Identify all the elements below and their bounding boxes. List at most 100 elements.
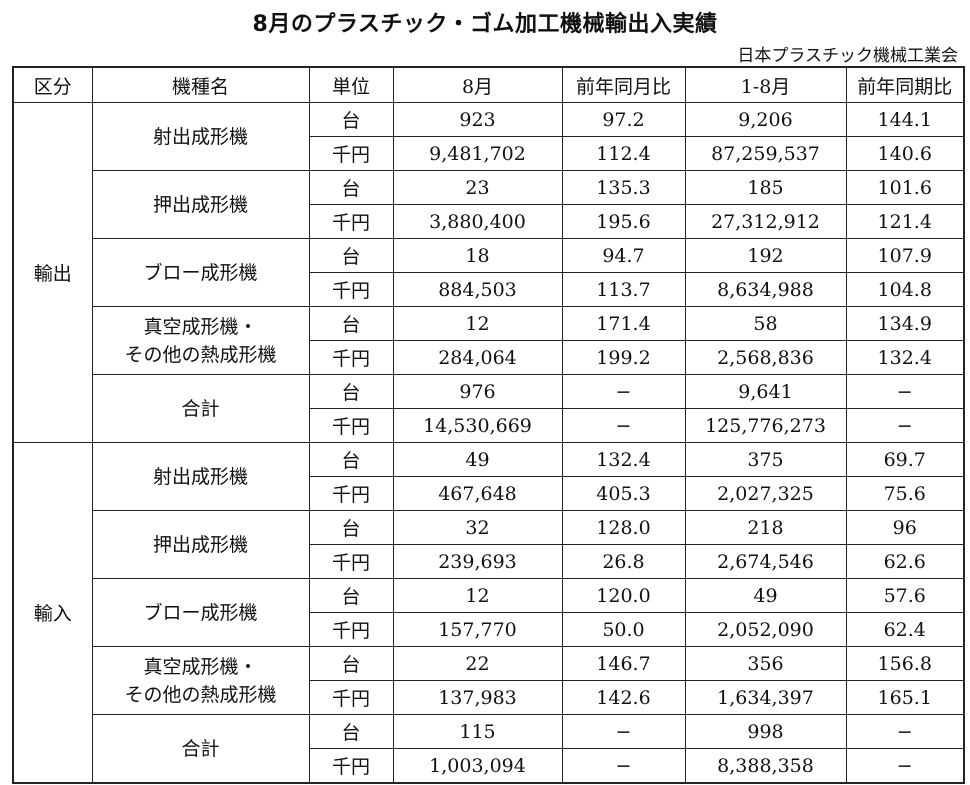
unit-cell: 台 [308,238,394,273]
yoy-ratio-cell: 140.6 [845,136,965,171]
machine-type-line: ブロー成形機 [143,601,258,624]
table-row: ブロー成形機 台 18 94.7 192 107.9 [13,238,965,307]
unit-cell: 千円 [308,204,394,239]
ytd-value-cell: 125,776,273 [684,408,847,443]
month-value-cell: 18 [392,238,563,273]
machine-type-line: ブロー成形機 [143,261,258,284]
ytd-value-cell: 8,388,358 [684,748,847,784]
unit-cell: 千円 [308,272,394,307]
ytd-value-cell: 218 [684,510,847,545]
yoy-ratio-cell: 69.7 [845,442,965,477]
yoy-ratio-cell: 121.4 [845,204,965,239]
month-value-cell: 923 [392,102,563,137]
month-value-cell: 14,530,669 [392,408,563,443]
table-row: 輸出 射出成形機台 923 97.2 9,206 144.1 [12,102,965,443]
table-row: 合計台 976−9,641− [13,374,965,443]
machine-type-cell: 合計 [91,714,310,784]
unit-cell: 千円 [308,136,394,171]
mom-ratio-cell: 135.3 [561,170,686,205]
yoy-ratio-cell: 75.6 [845,476,965,511]
machine-type-line: 合計 [181,737,220,760]
month-value-cell: 49 [392,442,563,477]
machine-type-cell: 合計 [91,374,310,443]
ytd-value-cell: 2,568,836 [684,340,847,375]
ytd-value-cell: 185 [684,170,847,205]
col-header-category: 区分 [12,66,93,103]
mom-ratio-cell: − [561,748,686,784]
col-header-ytd: 1-8月 [684,66,847,103]
yoy-ratio-cell: 165.1 [845,680,965,715]
yoy-ratio-cell: − [845,408,965,443]
table-row: ブロー成形機 台 12 120.0 49 57.6 [13,578,965,647]
unit-cell: 台 [308,306,394,341]
col-header-unit: 単位 [308,66,394,103]
mom-ratio-cell: 405.3 [561,476,686,511]
unit-cell: 台 [308,510,394,545]
ytd-value-cell: 8,634,988 [684,272,847,307]
header-row: 区分 機種名 単位 8月 前年同月比 1-8月 前年同期比 [12,66,965,103]
unit-cell: 千円 [308,340,394,375]
ytd-value-cell: 1,634,397 [684,680,847,715]
machine-type-cell: ブロー成形機 [91,238,310,307]
month-value-cell: 12 [392,306,563,341]
ytd-value-cell: 87,259,537 [684,136,847,171]
table-row: 千円 884,503 113.7 8,634,988 104.8 [13,272,965,307]
yoy-ratio-cell: − [845,374,965,409]
yoy-ratio-cell: − [845,714,965,749]
mom-ratio-cell: 132.4 [561,442,686,477]
machine-type-cell: 押出成形機 [91,170,310,239]
unit-cell: 千円 [308,408,394,443]
trade-table: 区分 機種名 単位 8月 前年同月比 1-8月 前年同期比 輸出 射出成形機台 92… [12,66,965,784]
yoy-ratio-cell: 101.6 [845,170,965,205]
unit-cell: 台 [308,442,394,477]
mom-ratio-cell: 171.4 [561,306,686,341]
col-header-machine-type: 機種名 [91,66,310,103]
ytd-value-cell: 58 [684,306,847,341]
yoy-ratio-cell: − [845,748,965,784]
yoy-ratio-cell: 62.4 [845,612,965,647]
yoy-ratio-cell: 134.9 [845,306,965,341]
ytd-value-cell: 27,312,912 [684,204,847,239]
mom-ratio-cell: 142.6 [561,680,686,715]
source-label: 日本プラスチック機械工業会 [737,46,958,66]
table-row: 合計台 115−998− [13,714,965,784]
machine-type-line: 押出成形機 [152,193,248,216]
machine-type-cell: 真空成形機・ その他の熱成形機 [91,306,310,375]
page-title: 8月のプラスチック・ゴム加工機械輸出入実績 [252,12,718,37]
ytd-value-cell: 998 [684,714,847,749]
month-value-cell: 157,770 [392,612,563,647]
table-row: 真空成形機・ その他の熱成形機台 22 146.7 356 156.8 [13,646,965,715]
month-value-cell: 12 [392,578,563,613]
month-value-cell: 3,880,400 [392,204,563,239]
table-row: 千円 467,648 405.3 2,027,325 75.6 [13,476,965,511]
machine-type-line: 真空成形機・ [143,655,258,678]
month-value-cell: 32 [392,510,563,545]
ytd-value-cell: 2,027,325 [684,476,847,511]
month-value-cell: 976 [392,374,563,409]
yoy-ratio-cell: 62.6 [845,544,965,579]
table-row: 押出成形機 台 32 128.0 218 96 [13,510,965,579]
mom-ratio-cell: − [561,714,686,749]
machine-type-line: 合計 [181,397,220,420]
unit-cell: 台 [308,102,394,137]
machine-type-line: その他の熱成形機 [124,683,277,706]
ytd-value-cell: 9,206 [684,102,847,137]
machine-type-line: 押出成形機 [152,533,248,556]
machine-type-cell: 射出成形機 [91,442,310,511]
unit-cell: 台 [308,374,394,409]
section-label: 輸入 [12,442,93,784]
mom-ratio-cell: 112.4 [561,136,686,171]
machine-type-line: 真空成形機・ [143,315,258,338]
ytd-value-cell: 356 [684,646,847,681]
unit-cell: 千円 [308,476,394,511]
ytd-value-cell: 9,641 [684,374,847,409]
month-value-cell: 284,064 [392,340,563,375]
ytd-value-cell: 2,052,090 [684,612,847,647]
machine-type-cell: ブロー成形機 [91,578,310,647]
unit-cell: 千円 [308,544,394,579]
yoy-ratio-cell: 107.9 [845,238,965,273]
yoy-ratio-cell: 96 [845,510,965,545]
table-row: 千円 9,481,702 112.4 87,259,537 140.6 [13,136,965,171]
table-row: 千円 14,530,669−125,776,273− [13,408,965,443]
mom-ratio-cell: − [561,408,686,443]
